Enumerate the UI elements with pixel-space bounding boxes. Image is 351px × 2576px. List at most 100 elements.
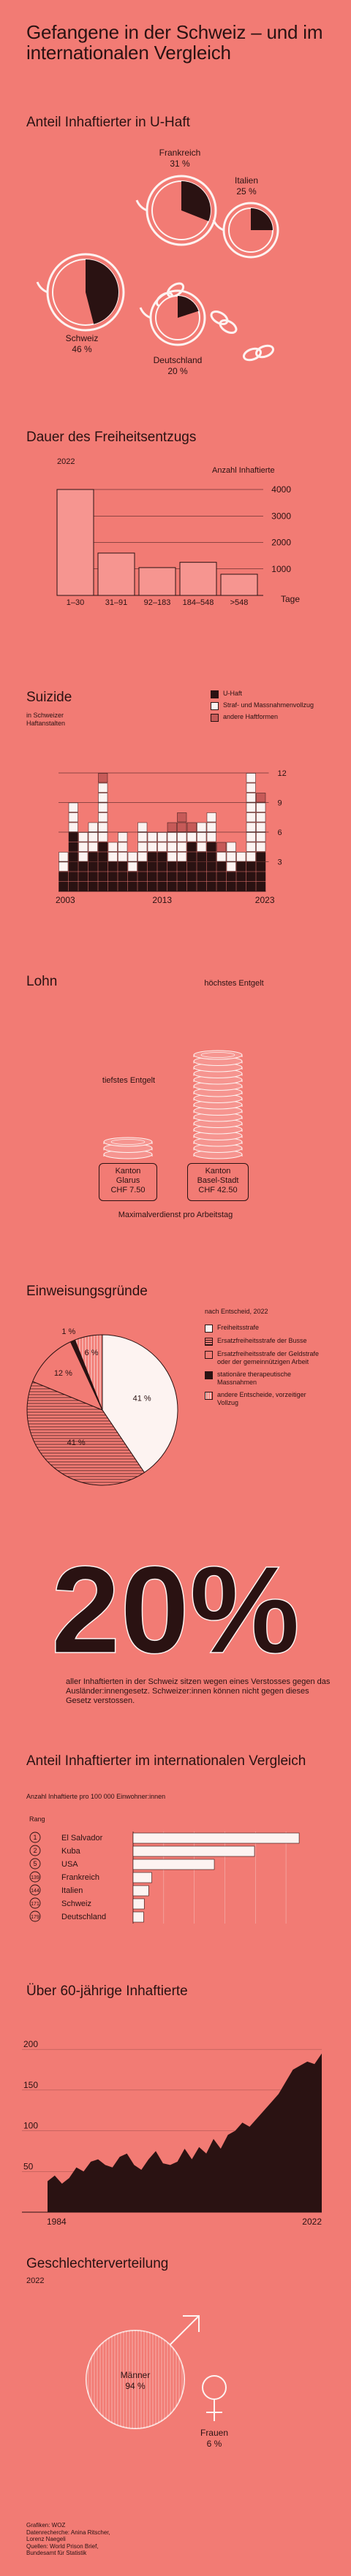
suizide-square bbox=[68, 842, 78, 852]
suizide-square bbox=[157, 832, 167, 842]
geschlecht-chart: Männer 94 % Frauen 6 % bbox=[86, 2315, 228, 2449]
suizide-square bbox=[197, 872, 207, 882]
einweisung-slice bbox=[102, 1334, 178, 1474]
ueber60-heading: Über 60-jährige Inhaftierte bbox=[26, 1984, 188, 1999]
suizide-square bbox=[78, 872, 88, 882]
rank-badge bbox=[29, 1884, 41, 1896]
lohn-heading: Lohn bbox=[26, 974, 58, 989]
suizide-square bbox=[157, 872, 167, 882]
suizide-square bbox=[98, 782, 108, 793]
intl-rank: 1 bbox=[33, 1834, 37, 1841]
suizide-square bbox=[107, 852, 118, 862]
intl-bar bbox=[132, 1859, 215, 1870]
dauer-xtick: >548 bbox=[230, 598, 249, 607]
intl-country: Italien bbox=[61, 1886, 83, 1895]
suizide-square bbox=[236, 881, 246, 891]
international-subtitle: Anzahl Inhaftierte pro 100 000 Einwohner… bbox=[26, 1793, 166, 1800]
suizide-square bbox=[107, 881, 118, 891]
suizide-square bbox=[118, 872, 128, 882]
legend-straf: Straf- und Massnahmenvollzug bbox=[223, 701, 314, 709]
suizide-square bbox=[256, 802, 266, 812]
women-value: 6 % bbox=[207, 2439, 222, 2449]
suizide-square bbox=[78, 842, 88, 852]
suizide-square bbox=[246, 832, 256, 842]
einweisung-slice bbox=[74, 1334, 103, 1411]
suizide-square bbox=[197, 822, 207, 832]
uhaft-cuff-deutschland bbox=[139, 289, 206, 346]
suizide-square bbox=[206, 872, 216, 882]
rank-badge bbox=[29, 1832, 41, 1843]
suizide-square bbox=[167, 842, 177, 852]
suizide-square bbox=[216, 872, 227, 882]
suizide-square bbox=[246, 881, 256, 891]
suizide-square bbox=[256, 793, 266, 803]
uhaft-cuff-italien bbox=[212, 202, 279, 259]
big-percent: 20% bbox=[50, 1556, 301, 1666]
rank-badge bbox=[29, 1858, 41, 1870]
suizide-square bbox=[137, 832, 148, 842]
suizide-square bbox=[186, 822, 197, 832]
suizide-square bbox=[167, 861, 177, 872]
suizide-square bbox=[177, 881, 187, 891]
legend-uhaft: U-Haft bbox=[223, 690, 243, 697]
intl-country: Schweiz bbox=[61, 1899, 91, 1908]
intl-row: 5 USA bbox=[29, 1858, 215, 1870]
suizide-square bbox=[186, 832, 197, 842]
suizide-square bbox=[246, 812, 256, 823]
suizide-square bbox=[98, 842, 108, 852]
suizide-square bbox=[216, 842, 227, 852]
suizide-square bbox=[256, 842, 266, 852]
rank-badge bbox=[29, 1871, 41, 1883]
suizide-square bbox=[246, 842, 256, 852]
einweisung-slice bbox=[26, 1381, 146, 1486]
suizide-square bbox=[177, 832, 187, 842]
intl-country: USA bbox=[61, 1860, 78, 1869]
suizide-square bbox=[246, 793, 256, 803]
suizide-square bbox=[58, 872, 69, 882]
legend-busse: Ersatzfreiheitsstrafe der Busse bbox=[217, 1337, 307, 1344]
einweisung-legend: Freiheitsstrafe Ersatzfreiheitsstrafe de… bbox=[205, 1324, 322, 1410]
suizide-square bbox=[236, 861, 246, 872]
einweisung-legend-title: nach Entscheid, 2022 bbox=[205, 1308, 268, 1315]
suizide-square bbox=[246, 872, 256, 882]
suizide-square bbox=[98, 822, 108, 832]
suizide-square bbox=[58, 861, 69, 872]
uhaft-value-frankreich: 31 % bbox=[170, 159, 190, 169]
suizide-square bbox=[157, 881, 167, 891]
suizide-square bbox=[98, 872, 108, 882]
suizide-square bbox=[127, 881, 137, 891]
suizide-square bbox=[186, 852, 197, 862]
suizide-square bbox=[98, 812, 108, 823]
dauer-ytick: 1000 bbox=[271, 564, 291, 574]
intl-row: 171 Schweiz bbox=[29, 1897, 145, 1910]
intl-bar bbox=[132, 1832, 300, 1844]
uhaft-chart: Frankreich 31 % Italien 25 % Schweiz 46 … bbox=[36, 148, 279, 376]
ueber60-chart: 50 100 150 200 1984 2022 bbox=[22, 2039, 322, 2227]
rank-badge bbox=[29, 1845, 41, 1856]
suizide-square bbox=[246, 773, 256, 783]
suizide-square bbox=[206, 812, 216, 823]
suizide-square bbox=[137, 822, 148, 832]
suizide-square bbox=[118, 842, 128, 852]
suizide-square bbox=[177, 842, 187, 852]
suizide-square bbox=[197, 881, 207, 891]
suizide-square bbox=[88, 861, 98, 872]
suizide-square bbox=[127, 861, 137, 872]
suizide-square bbox=[147, 852, 157, 862]
suizide-square bbox=[68, 872, 78, 882]
lohn-low-box: Kanton Glarus CHF 7.50 bbox=[99, 1163, 157, 1201]
suizide-square bbox=[256, 832, 266, 842]
uhaft-value-deutschland: 20 % bbox=[167, 366, 188, 376]
suizide-square bbox=[98, 852, 108, 862]
dauer-heading: Dauer des Freiheitsentzugs bbox=[26, 430, 197, 445]
suizide-ytick: 12 bbox=[278, 769, 287, 778]
intl-bar bbox=[132, 1845, 255, 1857]
intl-row: 179 Deutschland bbox=[29, 1910, 144, 1923]
suizide-square bbox=[98, 881, 108, 891]
intl-rank: 171 bbox=[31, 1902, 39, 1907]
suizide-square bbox=[177, 812, 187, 823]
u60-xtick: 1984 bbox=[47, 2217, 67, 2227]
dauer-bar bbox=[138, 567, 176, 596]
suizide-square bbox=[177, 852, 187, 862]
suizide-square bbox=[226, 861, 236, 872]
